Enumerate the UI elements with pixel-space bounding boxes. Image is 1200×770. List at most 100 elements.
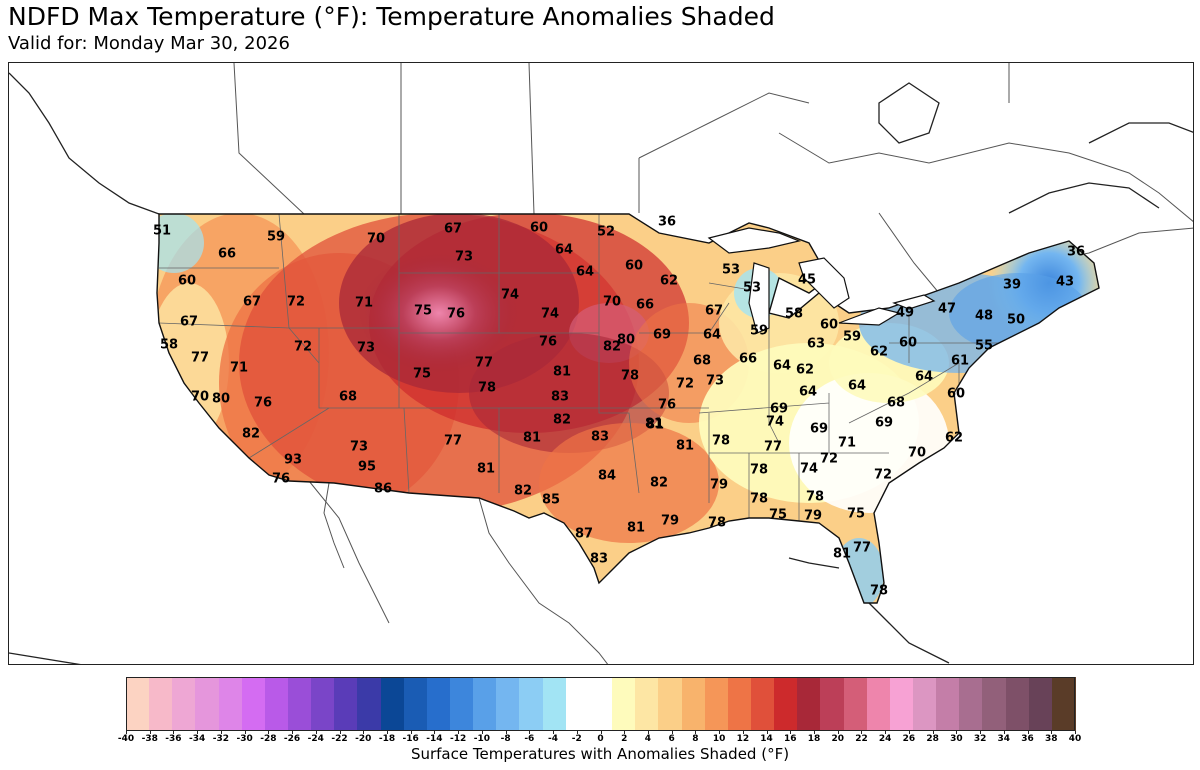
temp-label-el-paso: 82	[514, 484, 532, 499]
colorbar-tick-label: -34	[189, 734, 206, 744]
colorbar-tick-mark	[363, 731, 365, 734]
temp-label-tallahassee: 78	[806, 490, 824, 505]
temp-label-austin: 87	[575, 527, 593, 542]
temp-label-omaha: 80	[617, 333, 635, 348]
colorbar-tick-mark	[624, 731, 626, 734]
colorbar-tick-mark	[339, 731, 341, 734]
colorbar-tick-mark	[1051, 731, 1053, 734]
temp-label-bend: 67	[243, 295, 261, 310]
colorbar-swatch	[797, 677, 821, 731]
colorbar-tick-label: 26	[902, 734, 916, 744]
temp-label-rapid-city: 76	[447, 307, 465, 322]
temp-label-indianapolis: 66	[739, 352, 757, 367]
temp-label-casper: 75	[414, 304, 432, 319]
colorbar-tick-label: -14	[426, 734, 443, 744]
temp-label-vermont: 39	[1003, 278, 1021, 293]
colorbar-swatch	[936, 677, 960, 731]
temp-label-denver: 77	[475, 356, 493, 371]
temp-label-redding: 77	[191, 351, 209, 366]
colorbar-tick-mark	[529, 731, 531, 734]
colorbar-tick-mark	[149, 731, 151, 734]
temp-label-idaho-falls: 71	[355, 296, 373, 311]
colorbar-swatch	[1005, 677, 1030, 731]
temp-label-stl: 73	[706, 374, 724, 389]
temp-label-wilmington: 62	[945, 431, 963, 446]
colorbar-tick-label: 16	[784, 734, 797, 744]
colorbar-tick-mark	[980, 731, 982, 734]
colorbar-tick-mark	[908, 731, 910, 734]
colorbar-swatch	[889, 677, 914, 731]
temp-label-phoenix: 95	[358, 460, 376, 475]
colorbar-swatch	[750, 677, 775, 731]
temp-label-albuquerque: 77	[444, 434, 462, 449]
colorbar-tick-mark	[576, 731, 578, 734]
temp-label-dodge-city: 83	[551, 390, 569, 405]
colorbar-tick-mark	[458, 731, 460, 734]
temp-label-north-platte: 74	[541, 307, 559, 322]
colorbar-tick-mark	[197, 731, 199, 734]
temp-label-orlando: 77	[853, 541, 871, 556]
colorbar-tick-label: 38	[1045, 734, 1058, 744]
colorbar-swatch	[195, 677, 220, 731]
colorbar-tick-label: 34	[997, 734, 1011, 744]
colorbar-swatch	[843, 677, 868, 731]
colorbar-swatch	[681, 677, 706, 731]
temp-label-knoxville: 69	[810, 422, 828, 437]
colorbar-tick-mark	[386, 731, 388, 734]
temp-label-miami: 78	[870, 584, 888, 599]
colorbar-tick-mark	[481, 731, 483, 734]
temp-label-beaumont: 79	[661, 514, 679, 529]
temp-label-birmingham: 74	[800, 462, 818, 477]
temp-label-eastern-or: 67	[180, 315, 198, 330]
temp-label-sf: 70	[191, 390, 209, 405]
temp-label-tucson: 86	[374, 482, 392, 497]
colorbar-tick-label: 20	[831, 734, 845, 744]
temp-label-duluth: 36	[658, 215, 676, 230]
temp-label-cedar-rapids: 69	[653, 328, 671, 343]
colorbar-swatch	[565, 677, 590, 731]
temp-label-columbia: 71	[838, 436, 856, 451]
temp-label-norfolk: 60	[947, 387, 965, 402]
colorbar-swatch	[912, 677, 937, 731]
temp-label-harrisburg: 60	[899, 336, 917, 351]
temp-label-jackson: 78	[750, 463, 768, 478]
colorbar-swatch	[218, 677, 243, 731]
colorbar-tick-label: 10	[712, 734, 726, 744]
colorbar-tick-mark	[956, 731, 958, 734]
colorbar-tick-mark	[766, 731, 768, 734]
state-boundaries	[158, 214, 1009, 523]
temp-label-la-inland: 93	[284, 453, 302, 468]
temp-label-dallas: 82	[650, 476, 668, 491]
colorbar-tick-mark	[861, 731, 863, 734]
colorbar-tick-mark	[244, 731, 246, 734]
colorbar-swatch	[149, 677, 173, 731]
colorbar-tick-mark	[1003, 731, 1005, 734]
temp-label-philadelphia: 61	[951, 354, 969, 369]
colorbar-swatch	[380, 677, 405, 731]
colorbar-tick-label: -28	[260, 734, 277, 744]
great-lakes	[707, 227, 936, 334]
temp-label-tn-east: 74	[766, 415, 784, 430]
colorbar-tick-label: 0	[597, 734, 604, 744]
colorbar-swatch	[658, 677, 683, 731]
colorbar-swatch	[426, 677, 451, 731]
colorbar-swatch	[288, 677, 312, 731]
colorbar-tick-label: 40	[1068, 734, 1082, 744]
colorbar-swatch	[172, 677, 197, 731]
temp-label-montgomery: 78	[750, 492, 768, 507]
colorbar-swatch	[403, 677, 428, 731]
colorbar-tick-label: 8	[692, 734, 699, 744]
temp-label-kc: 82	[603, 340, 621, 355]
temp-label-raleigh: 69	[875, 416, 893, 431]
temp-label-lexington: 64	[848, 379, 866, 394]
colorbar-tick-mark	[126, 731, 127, 734]
map-frame: 51 59 66 60 67 72 67 58 77 71 70 80 76 82 93 76 72 73 71 70…	[8, 62, 1194, 665]
temp-label-fargo: 52	[597, 225, 615, 240]
temp-label-buffalo: 49	[896, 306, 914, 321]
temp-label-aberdeen: 64	[576, 265, 594, 280]
colorbar-tick-label: 12	[736, 734, 750, 744]
colorbar-tick-mark	[814, 731, 816, 734]
temp-label-jacksonville: 75	[847, 507, 865, 522]
colorbar-tick-mark	[268, 731, 270, 734]
